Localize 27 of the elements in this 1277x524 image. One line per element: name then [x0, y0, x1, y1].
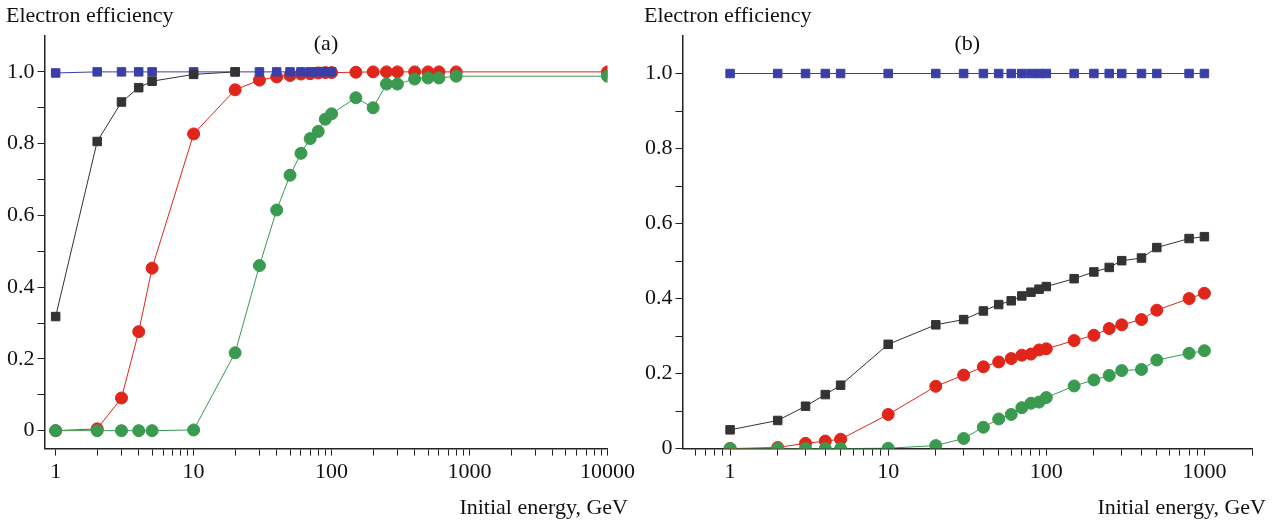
- y-tick-label: 0.4: [645, 284, 673, 310]
- x-tick-label: 1000: [447, 457, 492, 483]
- y-tick-label: 0.6: [645, 209, 673, 235]
- x-tick-label: 10: [182, 457, 205, 483]
- y-tick-label: 0.2: [645, 359, 673, 385]
- x-tick-label: 1: [50, 457, 62, 483]
- y-tick-label: 0.2: [7, 344, 35, 370]
- y-tick-label: 0: [23, 416, 35, 442]
- x-tick-label: 1: [724, 457, 736, 483]
- y-tick-label: 1.0: [7, 57, 35, 83]
- x-tick-label: 10000: [580, 457, 635, 483]
- chart-title: (a): [313, 30, 339, 56]
- x-tick-label: 1000: [1182, 457, 1227, 483]
- y-tick-label: 0.8: [645, 134, 673, 160]
- x-axis-title: Initial energy, GeV: [459, 494, 628, 520]
- y-tick-label: 1.0: [645, 59, 673, 85]
- x-axis-title: Initial energy, GeV: [1097, 494, 1266, 520]
- y-axis-title: Electron efficiency: [644, 2, 812, 28]
- chart-title: (b): [954, 30, 981, 56]
- y-tick-label: 0.8: [7, 129, 35, 155]
- y-tick-label: 0.6: [7, 201, 35, 227]
- y-axis-title: Electron efficiency: [6, 2, 174, 28]
- x-tick-label: 100: [1029, 457, 1063, 483]
- x-tick-label: 10: [877, 457, 900, 483]
- y-tick-label: 0: [661, 434, 673, 460]
- x-tick-label: 100: [315, 457, 349, 483]
- y-tick-label: 0.4: [7, 272, 35, 298]
